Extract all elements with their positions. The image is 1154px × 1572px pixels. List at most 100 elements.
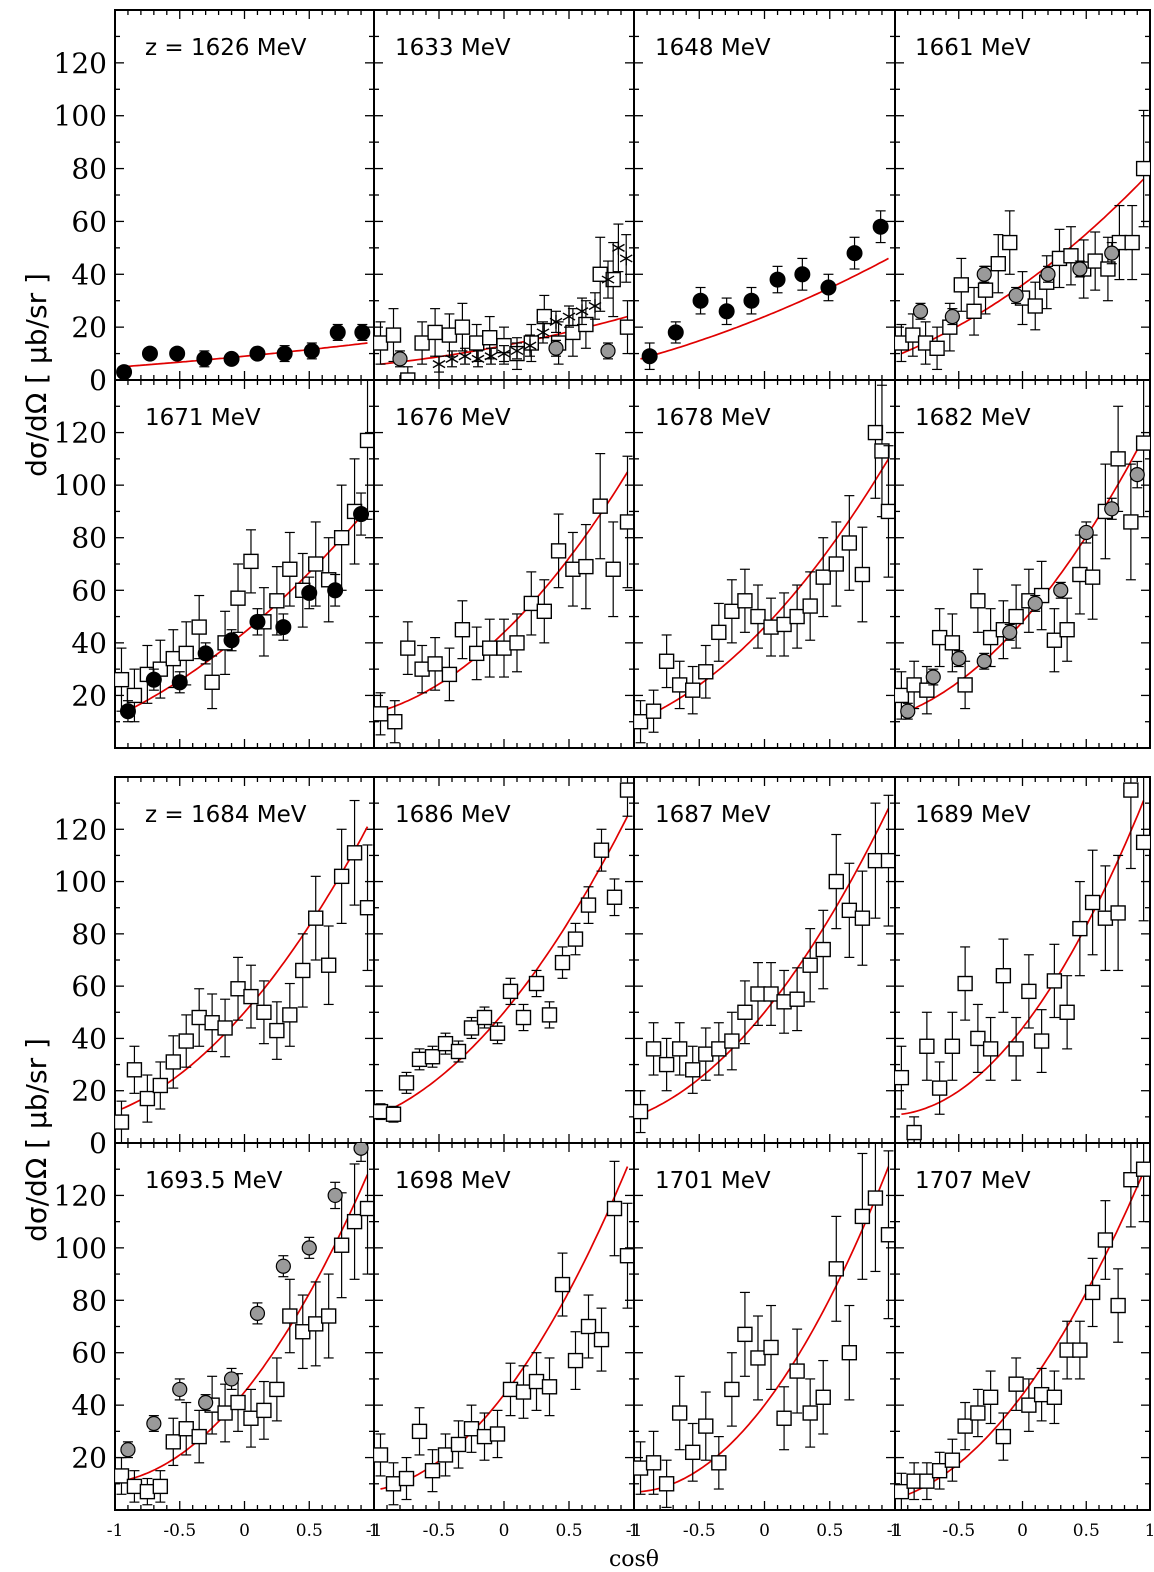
marker-square — [957, 677, 973, 693]
marker-square — [645, 1455, 662, 1471]
data-point — [619, 455, 634, 589]
data-point — [982, 1016, 999, 1081]
data-point — [536, 294, 552, 339]
marker-square — [536, 308, 552, 325]
data-point — [463, 1404, 480, 1453]
data-point — [120, 1441, 136, 1459]
y-axis-title: dσ/dΩ [ μb/sr ] — [20, 273, 53, 477]
data-point — [880, 794, 895, 927]
marker-square — [867, 852, 884, 869]
marker-square — [1084, 894, 1101, 911]
marker-square — [230, 1394, 246, 1411]
data-point — [1087, 231, 1103, 291]
data-point — [841, 495, 858, 591]
marker-square — [919, 1473, 935, 1489]
fit-curve — [901, 800, 1145, 1116]
data-point — [169, 345, 186, 362]
marker-square — [308, 1316, 324, 1332]
data-point — [1123, 777, 1139, 870]
data-point — [256, 980, 272, 1045]
marker-square — [414, 661, 430, 677]
marker-square — [995, 1428, 1012, 1445]
marker-shaded-circle — [1040, 266, 1056, 282]
data-point — [327, 573, 344, 607]
marker-square — [685, 1444, 701, 1461]
data-point — [171, 671, 188, 694]
data-point — [1124, 204, 1140, 281]
marker-square — [1123, 782, 1139, 798]
data-point — [1097, 865, 1114, 972]
data-point — [249, 345, 266, 362]
marker-asterisk-stroke — [471, 354, 485, 363]
plot-area — [374, 777, 634, 1123]
marker-square — [411, 1051, 428, 1068]
marker-square — [815, 941, 831, 958]
data-point — [489, 1022, 506, 1045]
data-point — [789, 1328, 805, 1414]
marker-square — [385, 327, 402, 343]
series-open-square — [895, 380, 1150, 720]
marker-square — [1084, 1284, 1101, 1301]
data-point — [249, 608, 266, 636]
panel-energy-label: z = 1626 MeV — [145, 35, 307, 61]
marker-square — [437, 1035, 454, 1052]
data-point — [230, 563, 246, 633]
data-point — [333, 828, 350, 925]
data-point — [1008, 1357, 1024, 1411]
data-point — [115, 1100, 130, 1143]
data-point — [789, 967, 805, 1032]
data-point — [541, 1357, 558, 1417]
marker-square — [982, 629, 999, 646]
data-point — [578, 523, 594, 610]
data-point — [737, 1291, 753, 1377]
data-point — [917, 321, 934, 365]
marker-asterisk-stroke — [484, 352, 498, 361]
data-point — [145, 668, 162, 691]
data-point — [198, 1394, 214, 1411]
panel-energy-label: 1698 MeV — [395, 1168, 511, 1194]
data-point — [841, 1304, 858, 1401]
marker-square — [789, 1363, 805, 1379]
data-point — [139, 644, 156, 704]
marker-square — [230, 590, 246, 606]
marker-square — [645, 703, 662, 719]
marker-square — [802, 1405, 818, 1421]
data-point — [115, 647, 130, 712]
data-point — [126, 668, 143, 723]
data-point — [1046, 1370, 1063, 1425]
marker-square — [957, 1418, 973, 1434]
data-point — [482, 618, 498, 678]
data-point — [737, 568, 753, 633]
marker-square — [776, 994, 792, 1010]
marker-square — [658, 1056, 675, 1073]
marker-square — [1097, 1232, 1114, 1248]
marker-square — [282, 1308, 298, 1324]
marker-square — [953, 277, 969, 293]
series-shaded-circle — [912, 241, 1120, 326]
data-point — [776, 1386, 792, 1451]
data-point — [178, 1014, 194, 1068]
marker-square — [906, 1473, 922, 1489]
y-tick-label: 20 — [71, 1442, 107, 1475]
marker-square — [1135, 435, 1150, 451]
data-point — [1078, 521, 1094, 544]
series-open-square — [634, 1143, 895, 1508]
marker-filled-circle — [145, 671, 162, 688]
data-point — [802, 1378, 818, 1448]
data-point — [880, 445, 895, 578]
marker-shaded-circle — [353, 1143, 369, 1156]
marker-shaded-circle — [548, 340, 564, 356]
x-tick-label: 0 — [759, 1521, 770, 1541]
data-point — [606, 1160, 623, 1257]
data-point — [951, 650, 967, 668]
marker-square — [724, 603, 740, 620]
data-point — [385, 1462, 402, 1506]
marker-square — [115, 671, 130, 688]
data-point — [509, 613, 525, 673]
marker-square — [217, 1020, 233, 1036]
plot-area — [895, 1143, 1150, 1510]
data-point — [802, 571, 818, 641]
marker-square — [411, 1423, 428, 1440]
marker-asterisk-stroke — [562, 312, 576, 321]
data-point — [414, 321, 430, 365]
